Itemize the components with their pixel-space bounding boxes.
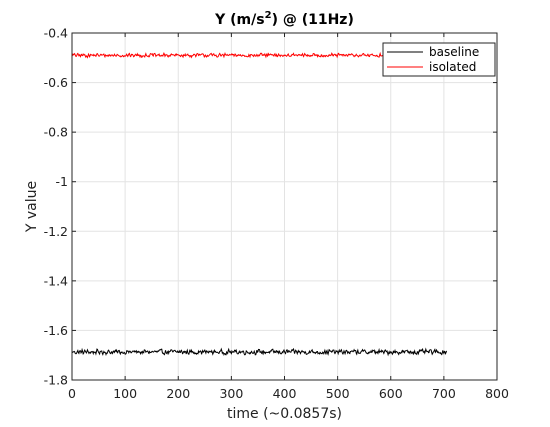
legend-label-isolated: isolated [429, 60, 476, 74]
x-tick-label: 800 [485, 386, 509, 401]
x-tick-label: 300 [219, 386, 243, 401]
series-line-baseline [71, 347, 448, 357]
legend-box [382, 42, 496, 77]
x-tick-label: 0 [68, 386, 76, 401]
x-tick-label: 400 [273, 386, 297, 401]
x-tick-label: 100 [113, 386, 137, 401]
chart-title: Y (m/s2) @ (11Hz) [214, 10, 354, 28]
legend: baseline isolated [382, 42, 496, 77]
y-tick-label: -1.8 [44, 373, 68, 388]
chart-title-tail: ) @ (11Hz) [272, 12, 354, 28]
y-tick-label: -1 [56, 174, 68, 189]
y-axis-label: Y value [24, 181, 40, 233]
x-tick-label: 600 [379, 386, 403, 401]
x-axis-label: time (~0.0857s) [227, 406, 342, 422]
y-tick-label: -1.6 [44, 323, 68, 338]
chart-title-main: Y (m/s [214, 12, 264, 28]
x-tick-label: 700 [432, 386, 456, 401]
y-tick-label: -1.2 [44, 224, 68, 239]
legend-label-baseline: baseline [429, 45, 479, 59]
y-tick-label: -0.8 [44, 125, 68, 140]
y-tick-label: -0.4 [44, 26, 68, 41]
y-tick-label: -0.6 [44, 75, 68, 90]
chart-title-superscript: 2 [265, 10, 272, 21]
x-tick-label: 200 [166, 386, 190, 401]
ticks [71, 32, 498, 381]
y-tick-label: -1.4 [44, 273, 68, 288]
tick-labels: 0 100 200 300 400 500 600 700 800 -1.8 -1.6 -1.4 -1.… [44, 26, 509, 402]
x-tick-label: 500 [326, 386, 350, 401]
